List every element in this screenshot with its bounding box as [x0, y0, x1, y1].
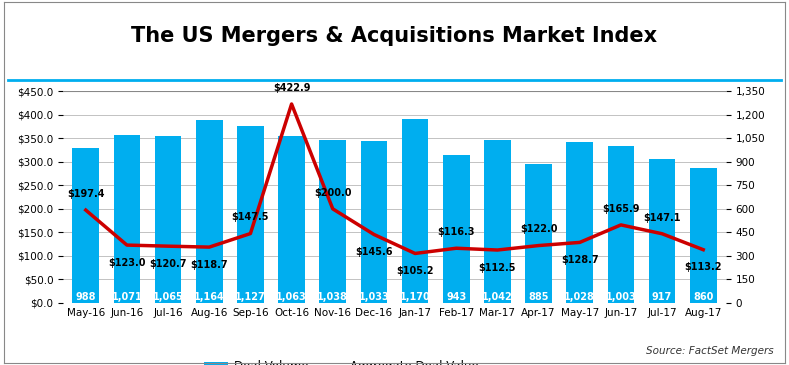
Text: Source: FactSet Mergers: Source: FactSet Mergers — [645, 346, 773, 356]
Text: 1,170: 1,170 — [400, 292, 431, 301]
Bar — [443, 155, 469, 303]
Text: 1,028: 1,028 — [564, 292, 595, 301]
Text: $122.0: $122.0 — [520, 224, 557, 234]
Text: 917: 917 — [652, 292, 672, 301]
Text: 1,038: 1,038 — [317, 292, 348, 301]
Bar — [279, 136, 305, 303]
Text: $112.5: $112.5 — [479, 262, 516, 273]
Bar — [114, 135, 140, 303]
Text: 1,033: 1,033 — [358, 292, 389, 301]
Text: $123.0: $123.0 — [108, 258, 146, 268]
Text: $118.7: $118.7 — [190, 260, 228, 270]
Bar — [649, 159, 675, 303]
Bar — [155, 136, 181, 303]
Text: $422.9: $422.9 — [273, 83, 310, 93]
Bar — [402, 119, 428, 303]
Text: 1,164: 1,164 — [194, 292, 225, 301]
Text: 1,042: 1,042 — [482, 292, 513, 301]
Text: 1,003: 1,003 — [605, 292, 636, 301]
Text: The US Mergers & Acquisitions Market Index: The US Mergers & Acquisitions Market Ind… — [132, 26, 657, 46]
Legend: Deal Volume, Aggregate Deal Value: Deal Volume, Aggregate Deal Value — [200, 356, 484, 365]
Bar — [320, 140, 346, 303]
Bar — [196, 120, 222, 303]
Bar — [73, 148, 99, 303]
Bar — [567, 142, 593, 303]
Text: 1,071: 1,071 — [111, 292, 142, 301]
Bar — [237, 126, 264, 303]
Text: $165.9: $165.9 — [602, 204, 640, 214]
Bar — [525, 164, 552, 303]
Text: 1,065: 1,065 — [153, 292, 184, 301]
Text: $120.7: $120.7 — [149, 259, 187, 269]
Text: 860: 860 — [693, 292, 713, 301]
Text: 943: 943 — [446, 292, 466, 301]
Text: 885: 885 — [529, 292, 549, 301]
Text: $147.5: $147.5 — [232, 212, 269, 222]
Text: $145.6: $145.6 — [355, 247, 393, 257]
Text: 1,127: 1,127 — [235, 292, 266, 301]
Text: $105.2: $105.2 — [396, 266, 434, 276]
Text: 1,063: 1,063 — [276, 292, 307, 301]
Text: $147.1: $147.1 — [643, 213, 681, 223]
Bar — [608, 146, 634, 303]
Text: $200.0: $200.0 — [314, 188, 352, 198]
Bar — [361, 141, 387, 303]
Text: $116.3: $116.3 — [437, 227, 475, 237]
Text: $113.2: $113.2 — [685, 262, 722, 272]
Text: $197.4: $197.4 — [67, 189, 104, 199]
Text: 988: 988 — [76, 292, 96, 301]
Bar — [484, 139, 510, 303]
Text: $128.7: $128.7 — [561, 255, 599, 265]
Bar — [690, 168, 716, 303]
